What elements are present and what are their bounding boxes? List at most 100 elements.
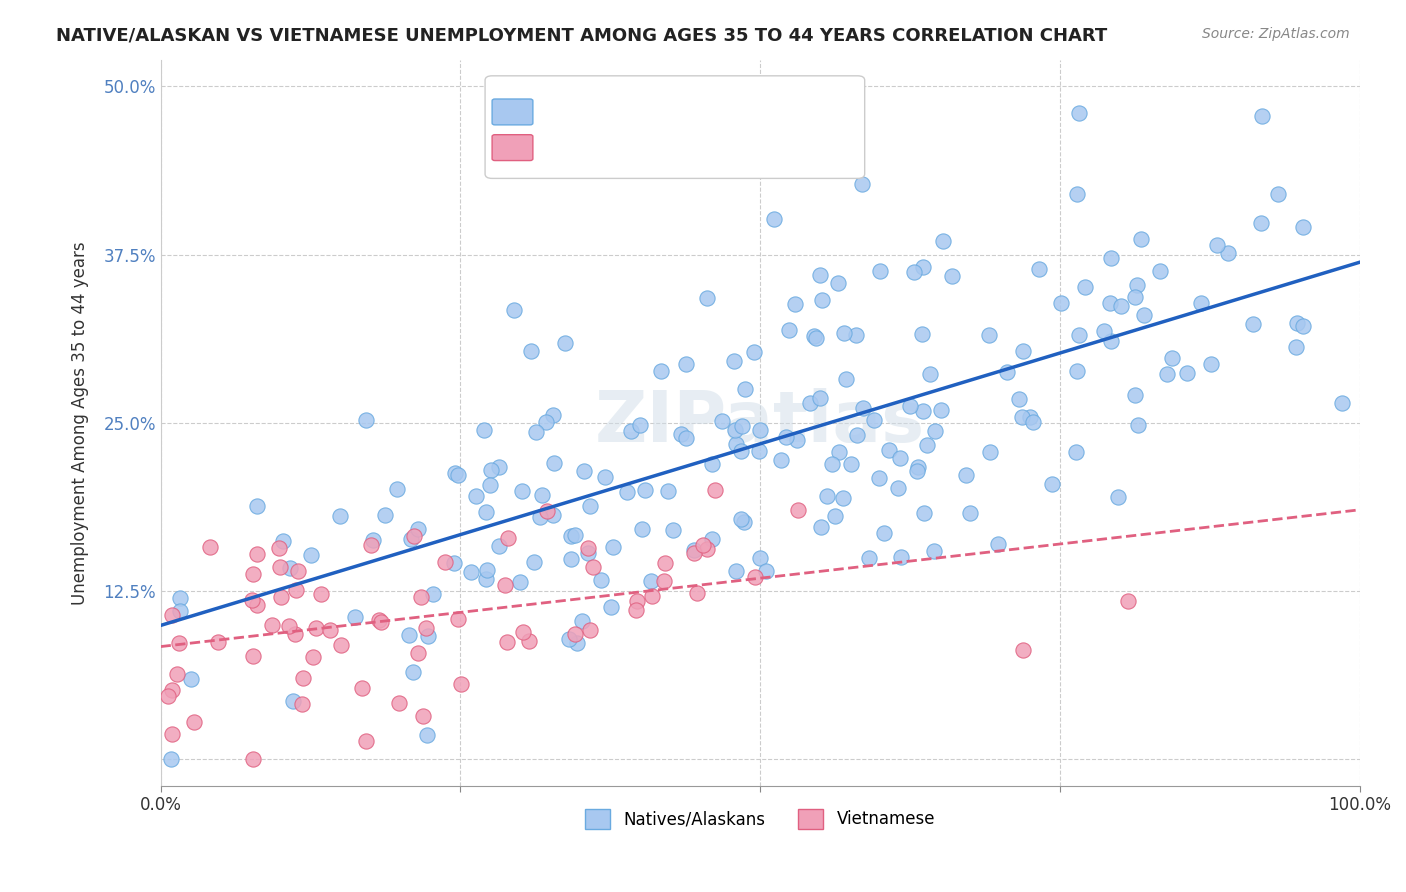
Natives/Alaskans: [472, 423, 495, 437]
Vietnamese: [536, 503, 558, 517]
Natives/Alaskans: [827, 276, 849, 290]
Vietnamese: [304, 621, 326, 635]
Natives/Alaskans: [273, 533, 295, 548]
Vietnamese: [412, 709, 434, 723]
Natives/Alaskans: [1049, 296, 1071, 310]
Natives/Alaskans: [628, 417, 651, 432]
Vietnamese: [576, 541, 599, 555]
Natives/Alaskans: [929, 403, 952, 417]
Natives/Alaskans: [1156, 368, 1178, 382]
Natives/Alaskans: [730, 419, 752, 434]
Natives/Alaskans: [1285, 316, 1308, 330]
Natives/Alaskans: [799, 395, 821, 409]
Natives/Alaskans: [576, 546, 599, 560]
Natives/Alaskans: [1066, 363, 1088, 377]
Natives/Alaskans: [354, 413, 377, 427]
Natives/Alaskans: [1067, 328, 1090, 343]
Natives/Alaskans: [803, 328, 825, 343]
Vietnamese: [160, 682, 183, 697]
Natives/Alaskans: [443, 467, 465, 481]
Vietnamese: [242, 566, 264, 581]
Vietnamese: [696, 541, 718, 556]
Vietnamese: [157, 689, 180, 703]
Text: 0.242: 0.242: [548, 138, 605, 156]
Vietnamese: [519, 634, 541, 648]
Natives/Alaskans: [730, 444, 752, 458]
Natives/Alaskans: [710, 414, 733, 428]
Natives/Alaskans: [1206, 237, 1229, 252]
Vietnamese: [641, 589, 664, 603]
Natives/Alaskans: [924, 424, 946, 438]
Natives/Alaskans: [246, 499, 269, 513]
Natives/Alaskans: [634, 483, 657, 497]
Vietnamese: [415, 621, 437, 635]
Natives/Alaskans: [955, 468, 977, 483]
Natives/Alaskans: [723, 354, 745, 368]
Natives/Alaskans: [832, 326, 855, 340]
Natives/Alaskans: [329, 508, 352, 523]
Natives/Alaskans: [1133, 308, 1156, 322]
Vietnamese: [406, 646, 429, 660]
Vietnamese: [183, 714, 205, 729]
Natives/Alaskans: [852, 401, 875, 415]
Natives/Alaskans: [571, 614, 593, 628]
Natives/Alaskans: [512, 484, 534, 499]
Natives/Alaskans: [554, 336, 576, 351]
Natives/Alaskans: [748, 423, 770, 437]
Natives/Alaskans: [696, 291, 718, 305]
Natives/Alaskans: [815, 489, 838, 503]
Text: 0.662: 0.662: [548, 103, 605, 120]
Natives/Alaskans: [180, 672, 202, 686]
Natives/Alaskans: [785, 297, 807, 311]
Natives/Alaskans: [845, 327, 868, 342]
Natives/Alaskans: [905, 464, 928, 478]
Natives/Alaskans: [299, 548, 322, 562]
Text: R =: R =: [506, 103, 546, 120]
Natives/Alaskans: [702, 457, 724, 471]
Natives/Alaskans: [911, 327, 934, 342]
Natives/Alaskans: [1251, 109, 1274, 123]
Natives/Alaskans: [839, 457, 862, 471]
Vietnamese: [683, 546, 706, 560]
Natives/Alaskans: [488, 460, 510, 475]
Natives/Alaskans: [918, 367, 941, 381]
Natives/Alaskans: [401, 532, 423, 546]
Natives/Alaskans: [1107, 490, 1129, 504]
Vietnamese: [402, 529, 425, 543]
Natives/Alaskans: [912, 260, 935, 275]
Natives/Alaskans: [475, 563, 498, 577]
Vietnamese: [704, 483, 727, 497]
Vietnamese: [411, 590, 433, 604]
Natives/Alaskans: [873, 525, 896, 540]
Vietnamese: [654, 556, 676, 570]
Natives/Alaskans: [808, 391, 831, 405]
Vietnamese: [356, 733, 378, 747]
Natives/Alaskans: [1008, 392, 1031, 406]
Natives/Alaskans: [1092, 324, 1115, 338]
Natives/Alaskans: [1285, 340, 1308, 354]
Natives/Alaskans: [1130, 232, 1153, 246]
Natives/Alaskans: [1126, 417, 1149, 432]
Natives/Alaskans: [1267, 186, 1289, 201]
Y-axis label: Unemployment Among Ages 35 to 44 years: Unemployment Among Ages 35 to 44 years: [72, 241, 89, 605]
Text: N =: N =: [619, 103, 658, 120]
Natives/Alaskans: [1292, 319, 1315, 334]
Natives/Alaskans: [1099, 334, 1122, 348]
Natives/Alaskans: [1292, 219, 1315, 234]
Natives/Alaskans: [835, 372, 858, 386]
Natives/Alaskans: [343, 610, 366, 624]
Vietnamese: [301, 649, 323, 664]
Natives/Alaskans: [1028, 261, 1050, 276]
Vietnamese: [744, 570, 766, 584]
Natives/Alaskans: [889, 450, 911, 465]
Natives/Alaskans: [995, 365, 1018, 379]
Natives/Alaskans: [827, 445, 849, 459]
Vietnamese: [309, 587, 332, 601]
Natives/Alaskans: [616, 484, 638, 499]
Vietnamese: [166, 666, 188, 681]
Vietnamese: [370, 615, 392, 630]
Vietnamese: [160, 727, 183, 741]
Natives/Alaskans: [922, 543, 945, 558]
Natives/Alaskans: [932, 235, 955, 249]
Natives/Alaskans: [749, 551, 772, 566]
